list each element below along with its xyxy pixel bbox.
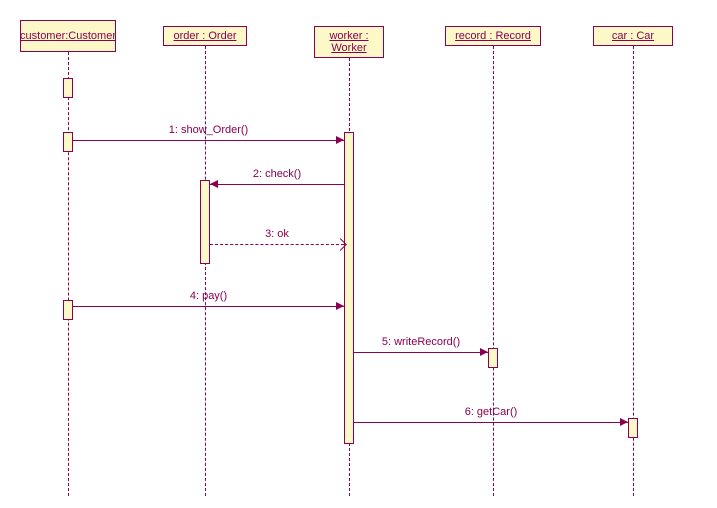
message-label-2: 2: check() [210,168,344,180]
activation-record-5 [488,348,498,368]
message-label-5: 5: writeRecord() [354,336,488,348]
activation-worker-2 [344,132,354,444]
message-line-4 [73,306,344,307]
activation-order-3 [200,180,210,264]
message-label-4: 4: pay() [73,290,344,302]
arrow-4 [336,302,344,310]
lifeline-worker: worker : Worker [314,26,384,58]
message-label-1: 1: show_Order() [73,124,344,136]
lifeline-record: record : Record [445,26,541,46]
message-line-5 [354,352,488,353]
lifeline-line-record [493,46,494,496]
lifeline-order: order : Order [163,26,247,46]
arrow-2 [210,180,218,188]
message-line-3 [210,244,344,245]
arrow-5 [480,348,488,356]
lifeline-line-customer [68,52,69,496]
lifeline-line-order [205,46,206,496]
activation-customer-0 [63,78,73,98]
lifeline-customer: customer:Customer [20,20,116,52]
activation-car-6 [628,418,638,438]
message-label-3: 3: ok [210,228,344,240]
activation-customer-4 [63,300,73,320]
message-label-6: 6: getCar() [354,406,628,418]
message-line-1 [73,140,344,141]
sequence-diagram: customer:Customer order : Order worker : W… [0,0,717,508]
message-line-6 [354,422,628,423]
arrow-6 [620,418,628,426]
message-line-2 [210,184,344,185]
activation-customer-1 [63,132,73,152]
arrow-1 [336,136,344,144]
lifeline-car: car : Car [593,26,673,46]
